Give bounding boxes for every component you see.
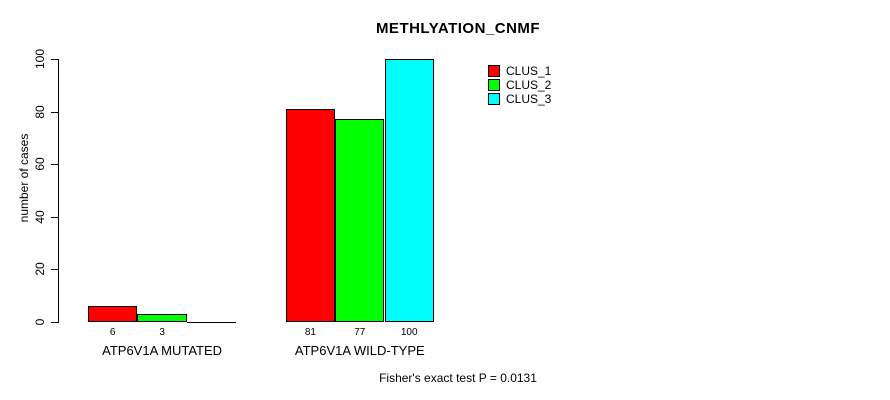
y-tick-mark — [51, 322, 58, 323]
legend-row: CLUS_1 — [488, 63, 552, 78]
legend-swatch — [488, 64, 500, 77]
bar-value-label: 6 — [109, 327, 116, 338]
y-tick-mark — [51, 111, 58, 113]
bar-value-label: 77 — [354, 327, 366, 338]
bar — [285, 109, 336, 322]
annotation-text: Fisher's exact test P = 0.0131 — [379, 371, 537, 385]
y-axis-title: number of cases — [17, 133, 31, 223]
bar — [186, 322, 237, 323]
bar — [88, 306, 138, 322]
legend-row: CLUS_3 — [488, 91, 552, 106]
chart-title: METHLYATION_CNMF — [375, 20, 541, 37]
bar — [335, 119, 385, 322]
legend-row: CLUS_2 — [488, 77, 552, 92]
bar — [137, 314, 187, 322]
legend-swatch — [488, 92, 500, 105]
legend-label: CLUS_1 — [506, 63, 552, 78]
legend-swatch — [488, 78, 500, 91]
y-tick-mark — [51, 164, 58, 166]
y-tick-label: 40 — [33, 210, 47, 224]
legend-label: CLUS_2 — [506, 77, 552, 92]
y-axis-line — [58, 59, 59, 323]
legend: CLUS_1 CLUS_2 CLUS_3 — [488, 64, 551, 106]
bar-value-label: 3 — [159, 327, 165, 338]
category-label: ATP6V1A WILD-TYPE — [294, 343, 425, 358]
y-tick-label: 80 — [33, 104, 47, 119]
bar-value-label: 81 — [304, 327, 316, 338]
legend-label: CLUS_3 — [506, 91, 552, 106]
y-tick-mark — [51, 269, 58, 271]
y-tick-label: 60 — [33, 157, 47, 171]
bar-value-label: 100 — [400, 327, 418, 338]
y-tick-label: 0 — [33, 318, 47, 326]
y-tick-label: 100 — [33, 48, 47, 70]
y-tick-mark — [51, 59, 58, 60]
category-label: ATP6V1A MUTATED — [102, 343, 223, 358]
y-tick-label: 20 — [33, 262, 47, 277]
y-tick-mark — [51, 216, 58, 218]
bar — [384, 59, 434, 322]
